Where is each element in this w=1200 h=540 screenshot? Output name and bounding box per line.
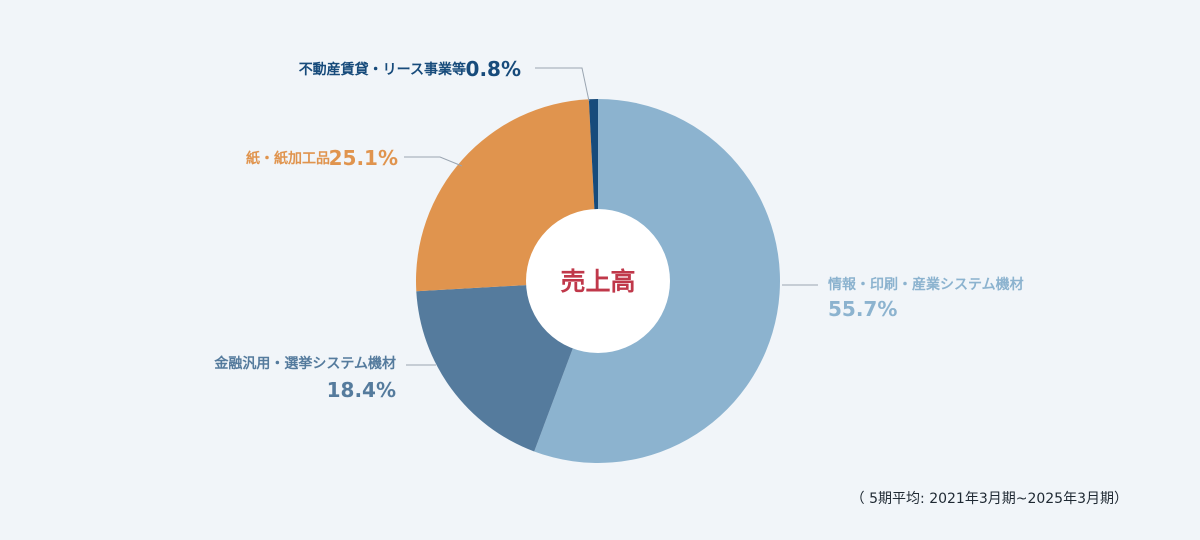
slice-label-real-estate: 不動産賃貸・リース事業等 (299, 61, 466, 78)
donut-hole (526, 209, 670, 353)
center-label: 売上高 (560, 267, 635, 296)
slice-value-real-estate: 0.8% (466, 57, 521, 81)
leader-lines (404, 67, 818, 366)
leader-line-real-estate (535, 67, 590, 102)
slice-label-paper: 紙・紙加工品 (246, 150, 330, 167)
slice-value-financial-election: 18.4% (327, 378, 396, 402)
leader-line-paper (404, 156, 463, 167)
slice-label-information-printing: 情報・印刷・産業システム機材 (828, 276, 1024, 293)
slice-value-paper: 25.1% (329, 146, 398, 170)
slice-value-information-printing: 55.7% (828, 297, 897, 321)
period-footnote: （ 5期平均: 2021年3月期~2025年3月期） (851, 491, 1128, 507)
slice-label-financial-election: 金融汎用・選挙システム機材 (213, 355, 396, 372)
